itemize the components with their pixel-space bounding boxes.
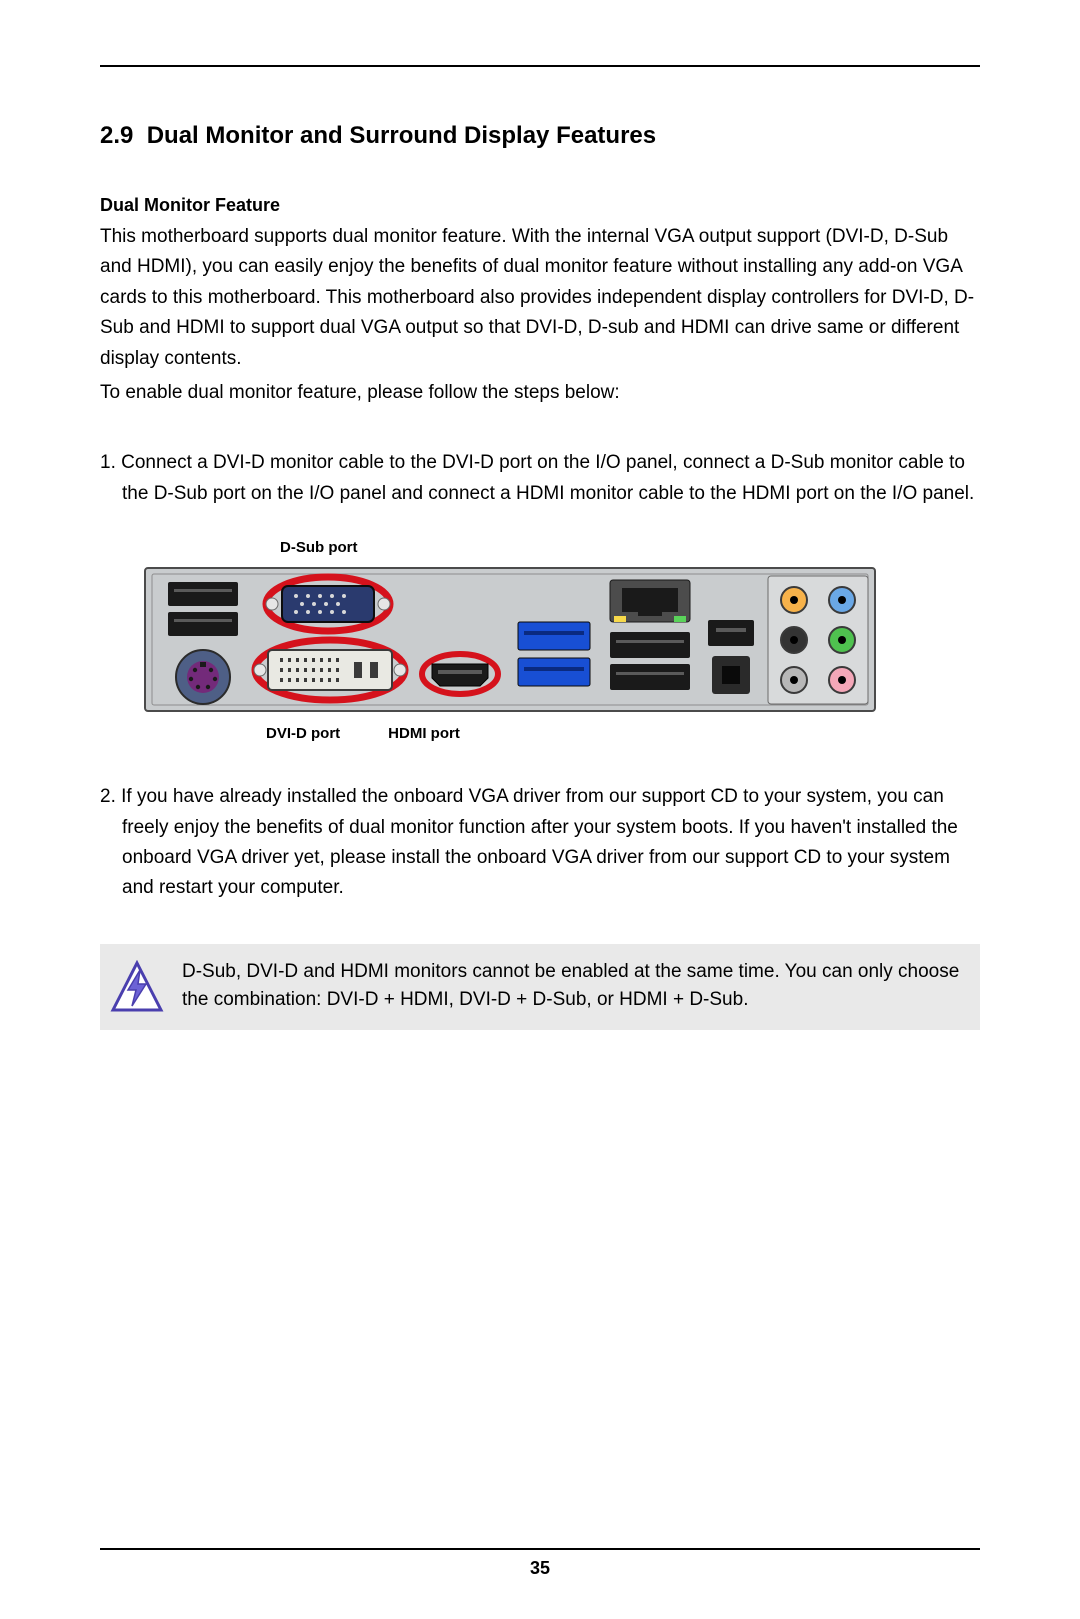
ps2-port-icon — [176, 650, 230, 704]
manual-page: 2.9 Dual Monitor and Surround Display Fe… — [0, 0, 1080, 1619]
audio-jacks-icon — [768, 576, 868, 704]
step-2: 2. If you have already installed the onb… — [100, 782, 980, 904]
note-text: D-Sub, DVI-D and HDMI monitors cannot be… — [182, 958, 962, 1015]
io-panel-diagram: D-Sub port — [140, 539, 880, 742]
dvid-port-icon — [254, 640, 406, 700]
page-number: 35 — [100, 1558, 980, 1579]
footer: 35 — [100, 1548, 980, 1579]
section-title: 2.9 Dual Monitor and Surround Display Fe… — [100, 122, 980, 150]
bottom-rule — [100, 1548, 980, 1550]
diagram-bottom-labels: DVI-D port HDMI port — [266, 725, 880, 742]
top-rule — [100, 65, 980, 67]
paragraph-1: This motherboard supports dual monitor f… — [100, 222, 980, 374]
optical-icon — [712, 656, 750, 694]
label-hdmi: HDMI port — [388, 725, 460, 742]
note-box: D-Sub, DVI-D and HDMI monitors cannot be… — [100, 944, 980, 1030]
section-title-text: Dual Monitor and Surround Display Featur… — [147, 122, 656, 149]
label-dsub: D-Sub port — [280, 539, 880, 556]
subhead-dual-monitor: Dual Monitor Feature — [100, 195, 980, 216]
label-dvid: DVI-D port — [266, 725, 340, 742]
io-panel-svg — [140, 562, 880, 717]
esata-icon — [708, 620, 754, 646]
caution-bolt-icon — [110, 960, 164, 1016]
rj45-icon — [610, 580, 690, 622]
dsub-port-icon — [266, 577, 390, 631]
io-plate — [145, 568, 875, 711]
paragraph-2: To enable dual monitor feature, please f… — [100, 378, 980, 408]
step-1: 1. Connect a DVI-D monitor cable to the … — [100, 448, 980, 509]
section-number: 2.9 — [100, 122, 133, 149]
